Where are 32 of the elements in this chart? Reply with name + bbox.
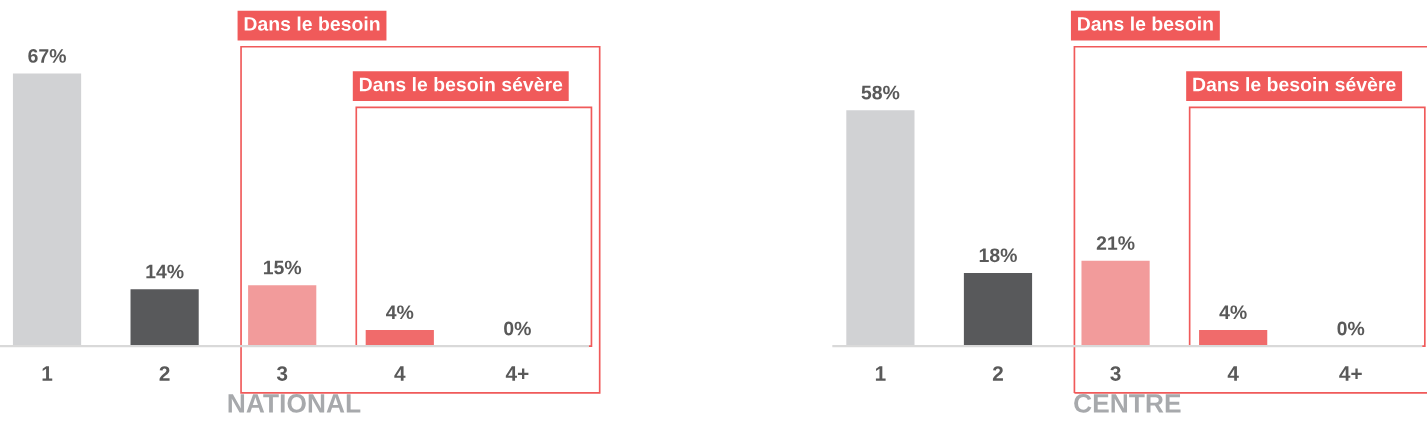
x-tick-label: 4+ [1339, 366, 1362, 381]
data-label: 67% [28, 49, 66, 63]
annotation: Dans le besoin sévère [359, 76, 563, 92]
bar [365, 329, 434, 347]
data-label: 14% [146, 264, 184, 279]
text: Dans le besoin [1078, 16, 1213, 31]
bar [1199, 329, 1268, 347]
data-label: 4% [1219, 305, 1247, 320]
data-label: 15% [263, 260, 302, 275]
x-tick-label: 3 [1110, 366, 1121, 381]
bar [130, 289, 199, 347]
x-tick-label: 1 [42, 366, 53, 381]
data-label: 0% [1337, 321, 1365, 336]
bar [248, 285, 317, 347]
text: Dans le besoin [244, 16, 380, 31]
data-label: 58% [861, 85, 900, 100]
bar [1081, 260, 1150, 347]
x-tick-label: 4+ [505, 366, 529, 381]
x-tick-label: 4 [1227, 366, 1239, 381]
x-tick-label: 3 [276, 366, 288, 381]
x-tick-label: 1 [875, 366, 886, 381]
x-axis-title: CENTRE [1074, 394, 1181, 413]
text: Dans le besoin sévère [1193, 76, 1396, 92]
data-label: 18% [979, 248, 1017, 263]
bar [963, 272, 1033, 347]
data-label: 0% [504, 321, 531, 336]
x-tick-label: 4 [394, 366, 406, 381]
x-tick-label: 2 [159, 366, 170, 381]
x-tick-label: 2 [992, 366, 1003, 381]
x-axis-title: NATIONAL [228, 394, 361, 413]
data-label: 21% [1096, 236, 1135, 250]
data-label: 4% [386, 305, 414, 320]
